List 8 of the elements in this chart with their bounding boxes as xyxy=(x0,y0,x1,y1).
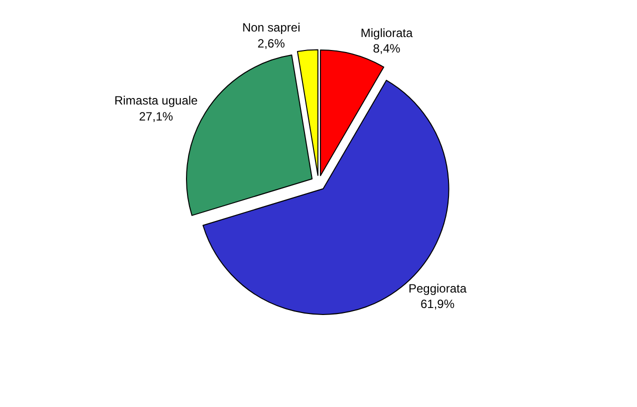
slice-label: Migliorata xyxy=(360,26,413,40)
data-label: 27,1% xyxy=(139,109,174,124)
slice-label: Rimasta uguale xyxy=(114,94,198,108)
slice-label: Peggiorata xyxy=(408,282,467,296)
data-label: 8,4% xyxy=(372,41,401,56)
data-label: 61,9% xyxy=(420,297,455,312)
data-label: 2,6% xyxy=(258,36,286,50)
slice-label: Non saprei xyxy=(242,20,300,35)
